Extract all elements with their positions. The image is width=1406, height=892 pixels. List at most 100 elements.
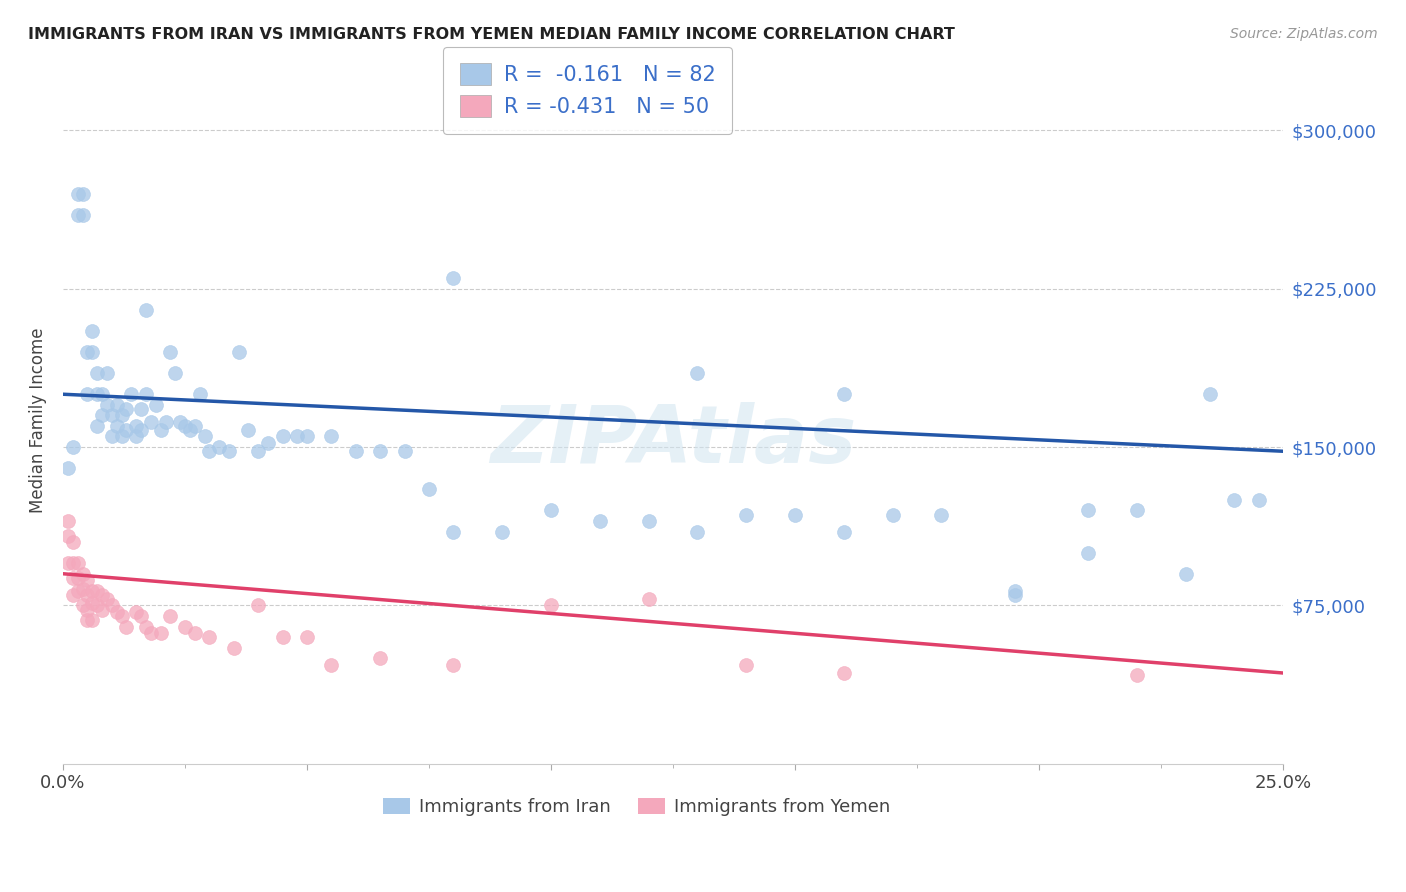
Point bbox=[91, 409, 114, 423]
Point bbox=[155, 415, 177, 429]
Point bbox=[735, 657, 758, 672]
Point bbox=[174, 619, 197, 633]
Y-axis label: Median Family Income: Median Family Income bbox=[30, 328, 46, 514]
Point bbox=[82, 324, 104, 338]
Point bbox=[76, 602, 98, 616]
Point bbox=[66, 186, 89, 201]
Point bbox=[832, 524, 855, 539]
Point bbox=[1247, 492, 1270, 507]
Point bbox=[82, 345, 104, 359]
Point bbox=[72, 566, 94, 581]
Point bbox=[129, 402, 152, 417]
Point bbox=[1125, 503, 1147, 517]
Point bbox=[110, 609, 132, 624]
Point bbox=[184, 626, 207, 640]
Point bbox=[368, 651, 391, 665]
Point bbox=[247, 599, 270, 613]
Point bbox=[62, 440, 84, 454]
Point bbox=[344, 444, 367, 458]
Point bbox=[96, 398, 118, 412]
Point bbox=[735, 508, 758, 522]
Point bbox=[1004, 583, 1026, 598]
Point bbox=[101, 409, 124, 423]
Point bbox=[110, 429, 132, 443]
Point bbox=[1125, 668, 1147, 682]
Text: ZIPAtlas: ZIPAtlas bbox=[489, 402, 856, 480]
Point bbox=[66, 583, 89, 598]
Point bbox=[125, 418, 148, 433]
Point bbox=[540, 503, 562, 517]
Point bbox=[882, 508, 904, 522]
Point bbox=[686, 524, 709, 539]
Point bbox=[101, 429, 124, 443]
Point bbox=[443, 657, 465, 672]
Point bbox=[184, 418, 207, 433]
Point bbox=[783, 508, 806, 522]
Point bbox=[115, 619, 138, 633]
Point bbox=[62, 571, 84, 585]
Point bbox=[101, 599, 124, 613]
Point bbox=[686, 366, 709, 380]
Point bbox=[443, 524, 465, 539]
Point bbox=[86, 366, 108, 380]
Point bbox=[105, 418, 128, 433]
Point bbox=[129, 609, 152, 624]
Point bbox=[198, 444, 221, 458]
Point bbox=[76, 613, 98, 627]
Point bbox=[208, 440, 231, 454]
Point bbox=[56, 556, 79, 570]
Point bbox=[91, 588, 114, 602]
Point bbox=[159, 609, 181, 624]
Point bbox=[135, 387, 157, 401]
Point bbox=[149, 626, 172, 640]
Point bbox=[174, 418, 197, 433]
Point bbox=[271, 630, 294, 644]
Point bbox=[62, 535, 84, 549]
Point bbox=[105, 398, 128, 412]
Point bbox=[62, 588, 84, 602]
Point bbox=[295, 630, 318, 644]
Point bbox=[165, 366, 187, 380]
Point bbox=[394, 444, 416, 458]
Point bbox=[72, 599, 94, 613]
Text: IMMIGRANTS FROM IRAN VS IMMIGRANTS FROM YEMEN MEDIAN FAMILY INCOME CORRELATION C: IMMIGRANTS FROM IRAN VS IMMIGRANTS FROM … bbox=[28, 27, 955, 42]
Point bbox=[1077, 503, 1099, 517]
Point bbox=[56, 461, 79, 475]
Point bbox=[1004, 588, 1026, 602]
Point bbox=[228, 345, 250, 359]
Point bbox=[159, 345, 181, 359]
Point bbox=[169, 415, 191, 429]
Point bbox=[86, 418, 108, 433]
Point bbox=[193, 429, 215, 443]
Point bbox=[135, 302, 157, 317]
Point bbox=[96, 366, 118, 380]
Point bbox=[295, 429, 318, 443]
Point bbox=[86, 599, 108, 613]
Point bbox=[82, 613, 104, 627]
Point bbox=[86, 583, 108, 598]
Point bbox=[72, 582, 94, 596]
Point bbox=[271, 429, 294, 443]
Point bbox=[72, 208, 94, 222]
Point bbox=[135, 619, 157, 633]
Point bbox=[832, 387, 855, 401]
Point bbox=[540, 599, 562, 613]
Point bbox=[832, 665, 855, 680]
Point bbox=[637, 514, 659, 528]
Point bbox=[139, 626, 162, 640]
Point bbox=[247, 444, 270, 458]
Point bbox=[491, 524, 513, 539]
Point bbox=[56, 529, 79, 543]
Point bbox=[321, 657, 343, 672]
Point bbox=[931, 508, 953, 522]
Point bbox=[145, 398, 167, 412]
Point bbox=[418, 483, 440, 497]
Point bbox=[139, 415, 162, 429]
Point bbox=[1077, 546, 1099, 560]
Point bbox=[115, 423, 138, 437]
Point bbox=[105, 605, 128, 619]
Point bbox=[368, 444, 391, 458]
Point bbox=[1223, 492, 1246, 507]
Point bbox=[66, 208, 89, 222]
Text: Source: ZipAtlas.com: Source: ZipAtlas.com bbox=[1230, 27, 1378, 41]
